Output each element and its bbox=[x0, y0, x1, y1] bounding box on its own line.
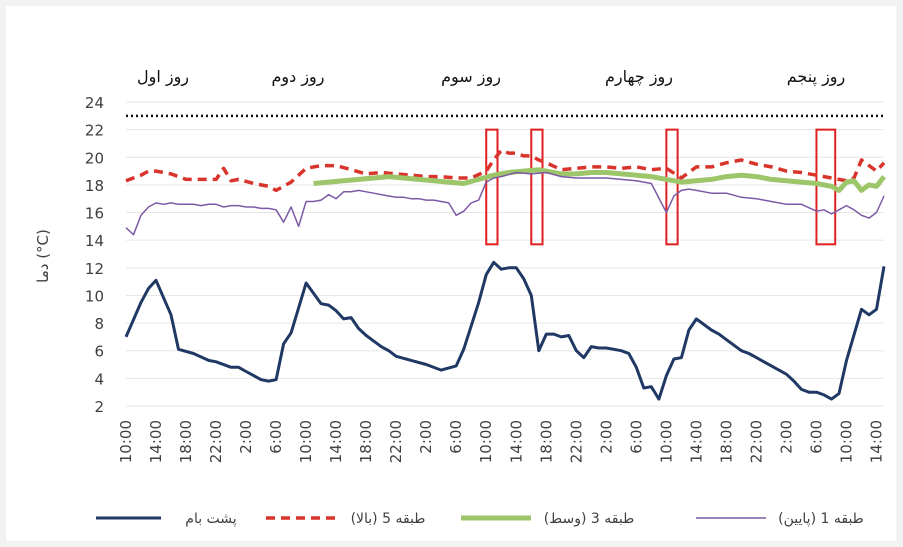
series-line-4 bbox=[125, 171, 885, 236]
series-line-3 bbox=[313, 167, 886, 193]
y-tick-label: 6 bbox=[94, 343, 104, 361]
x-tick-label: 6:00 bbox=[267, 420, 285, 454]
y-tick-label: 18 bbox=[85, 177, 104, 195]
x-tick-label: 2:00 bbox=[777, 420, 795, 454]
x-tick-label: 14:00 bbox=[147, 420, 165, 463]
x-tick-label: 22:00 bbox=[747, 420, 765, 463]
x-tick-label: 10:00 bbox=[657, 420, 675, 463]
x-tick-label: 10:00 bbox=[297, 420, 315, 463]
y-tick-label: 12 bbox=[85, 260, 104, 278]
x-tick-label: 14:00 bbox=[868, 420, 886, 463]
x-tick-label: 6:00 bbox=[627, 420, 645, 454]
day-label: روز پنجم bbox=[787, 67, 846, 87]
highlight-box bbox=[665, 128, 679, 246]
series-line-2 bbox=[125, 148, 886, 193]
legend-label: پشت بام bbox=[185, 511, 237, 527]
highlight-boxes bbox=[485, 128, 837, 246]
day-labels: روز اول روز دوم روز سوم روز چهارم روز پنجم bbox=[137, 67, 845, 87]
x-tick-label: 18:00 bbox=[177, 420, 195, 463]
x-tick-label: 22:00 bbox=[567, 420, 585, 463]
day-label: روز دوم bbox=[271, 67, 324, 87]
y-tick-label: 24 bbox=[85, 94, 104, 112]
y-tick-label: 4 bbox=[94, 370, 104, 388]
highlight-box bbox=[485, 128, 499, 246]
legend-label: طبقه 3 (وسط) bbox=[544, 511, 634, 527]
highlight-box bbox=[530, 128, 544, 246]
y-tick-label: 8 bbox=[94, 315, 104, 333]
y-tick-label: 2 bbox=[94, 398, 104, 416]
x-tick-label: 14:00 bbox=[507, 420, 525, 463]
x-tick-label: 22:00 bbox=[207, 420, 225, 463]
y-tick-label: 22 bbox=[85, 122, 104, 140]
x-tick-label: 2:00 bbox=[597, 420, 615, 454]
day-label: روز سوم bbox=[441, 67, 501, 87]
y-tick-label: 20 bbox=[85, 149, 104, 167]
x-tick-label: 10:00 bbox=[838, 420, 856, 463]
y-tick-label: 14 bbox=[85, 232, 104, 250]
x-tick-label: 14:00 bbox=[687, 420, 705, 463]
y-tick-label: 10 bbox=[85, 287, 104, 305]
x-tick-label: 18:00 bbox=[357, 420, 375, 463]
x-tick-label: 14:00 bbox=[327, 420, 345, 463]
x-tick-label: 18:00 bbox=[537, 420, 555, 463]
legend-label: طبقه 1 (پایین) bbox=[778, 511, 864, 527]
y-axis-label: دما (°C) bbox=[34, 229, 52, 283]
legend-label: طبقه 5 (بالا) bbox=[351, 511, 426, 527]
x-tick-label: 6:00 bbox=[447, 420, 465, 454]
chart-frame: 2 4 6 8 10 12 14 16 18 20 22 24 10:00 14:00 18:00 22:0… bbox=[6, 6, 896, 541]
x-tick-label: 10:00 bbox=[117, 420, 135, 463]
x-tick-label: 18:00 bbox=[717, 420, 735, 463]
x-tick-label: 10:00 bbox=[477, 420, 495, 463]
x-tick-label: 2:00 bbox=[417, 420, 435, 454]
x-tick-label: 2:00 bbox=[237, 420, 255, 454]
day-label: روز چهارم bbox=[605, 67, 673, 87]
series-lines bbox=[124, 148, 886, 401]
x-tick-label: 6:00 bbox=[808, 420, 826, 454]
series-line-1 bbox=[124, 260, 886, 401]
gridlines bbox=[126, 101, 884, 407]
legend: پشت بام طبقه 5 (بالا) طبقه 3 (وسط) طبقه 1 (… bbox=[96, 511, 864, 527]
day-label: روز اول bbox=[137, 67, 189, 87]
x-axis-ticks: 10:00 14:00 18:00 22:00 2:00 6:00 10:00 14:00 18… bbox=[117, 420, 886, 463]
y-tick-label: 16 bbox=[85, 205, 104, 223]
x-tick-label: 22:00 bbox=[387, 420, 405, 463]
